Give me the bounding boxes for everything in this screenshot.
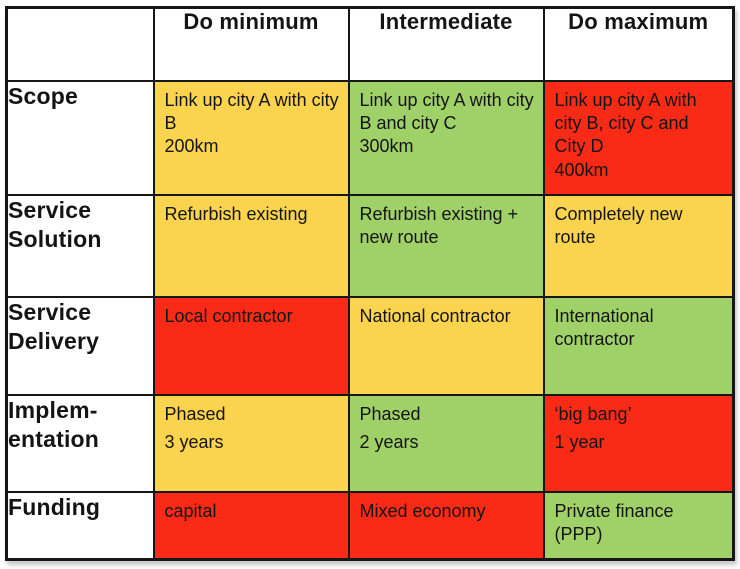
- cell-text: Mixed economy: [359, 500, 486, 521]
- cell-footer: 300km: [359, 136, 414, 157]
- cell-footer: 400km: [554, 159, 609, 180]
- column-header-do-minimum: Do minimum: [152, 6, 350, 82]
- cell-text2: 3 years: [164, 431, 224, 452]
- cell-text: capital: [164, 500, 217, 521]
- row-implementation: Implem- entation Phased 3 years Phased 2…: [5, 393, 735, 493]
- corner-cell: [5, 6, 155, 82]
- cell-text: Phased: [164, 403, 226, 424]
- cell-text: Local contractor: [164, 305, 293, 326]
- options-table: Do minimum Intermediate Do maximum Scope…: [5, 6, 735, 561]
- options-matrix: Do minimum Intermediate Do maximum Scope…: [5, 6, 735, 561]
- cell-service-solution-do-minimum: Refurbish existing: [152, 193, 350, 298]
- cell-text: Private finance (PPP): [554, 500, 674, 544]
- row-label-service-solution: Service Solution: [5, 193, 155, 298]
- cell-funding-intermediate: Mixed economy: [347, 490, 545, 561]
- cell-text: Phased: [359, 403, 421, 424]
- cell-implementation-intermediate: Phased 2 years: [347, 393, 545, 493]
- cell-text2: 1 year: [554, 431, 605, 452]
- row-label-implementation: Implem- entation: [5, 393, 155, 493]
- row-label-funding: Funding: [5, 490, 155, 561]
- cell-service-solution-do-maximum: Completely new route: [542, 193, 735, 298]
- cell-funding-do-maximum: Private finance (PPP): [542, 490, 735, 561]
- cell-text: Refurbish existing + new route: [359, 203, 519, 247]
- cell-implementation-do-minimum: Phased 3 years: [152, 393, 350, 493]
- cell-text2: 2 years: [359, 431, 419, 452]
- row-funding: Funding capital Mixed economy Private fi…: [5, 490, 735, 561]
- cell-scope-do-maximum: Link up city A with city B, city C and C…: [542, 79, 735, 196]
- column-header-intermediate: Intermediate: [347, 6, 545, 82]
- column-header-do-maximum: Do maximum: [542, 6, 735, 82]
- row-service-delivery: Service Delivery Local contractor Nation…: [5, 295, 735, 396]
- row-label-scope: Scope: [5, 79, 155, 196]
- cell-scope-do-minimum: Link up city A with city B 200km: [152, 79, 350, 196]
- cell-text: Link up city A with city B: [164, 89, 339, 133]
- cell-text: Link up city A with city B and city C: [359, 89, 534, 133]
- cell-text: ‘big bang’: [554, 403, 632, 424]
- cell-text: International contractor: [554, 305, 654, 349]
- cell-scope-intermediate: Link up city A with city B and city C 30…: [347, 79, 545, 196]
- row-service-solution: Service Solution Refurbish existing Refu…: [5, 193, 735, 298]
- cell-text: Link up city A with city B, city C and C…: [554, 89, 697, 157]
- row-label-service-delivery: Service Delivery: [5, 295, 155, 396]
- cell-text: National contractor: [359, 305, 511, 326]
- cell-service-solution-intermediate: Refurbish existing + new route: [347, 193, 545, 298]
- cell-funding-do-minimum: capital: [152, 490, 350, 561]
- cell-footer: 200km: [164, 136, 219, 157]
- row-scope: Scope Link up city A with city B 200km L…: [5, 79, 735, 196]
- cell-implementation-do-maximum: ‘big bang’ 1 year: [542, 393, 735, 493]
- cell-service-delivery-do-maximum: International contractor: [542, 295, 735, 396]
- header-row: Do minimum Intermediate Do maximum: [5, 6, 735, 82]
- cell-text: Completely new route: [554, 203, 683, 247]
- cell-service-delivery-do-minimum: Local contractor: [152, 295, 350, 396]
- cell-service-delivery-intermediate: National contractor: [347, 295, 545, 396]
- cell-text: Refurbish existing: [164, 203, 308, 224]
